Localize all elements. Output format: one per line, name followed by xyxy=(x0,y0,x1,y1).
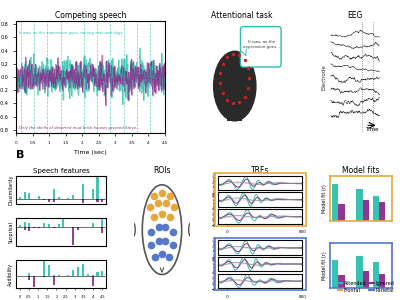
Bar xyxy=(228,105,242,121)
Ellipse shape xyxy=(214,51,256,121)
Bar xyxy=(62,219,64,227)
Bar xyxy=(33,227,35,228)
Y-axis label: Model fit (r): Model fit (r) xyxy=(322,184,327,213)
Bar xyxy=(43,199,45,200)
Y-axis label: Model fit (r): Model fit (r) xyxy=(322,251,327,280)
Text: It was, as the expression goes, raining cats and dogs.: It was, as the expression goes, raining … xyxy=(19,32,124,35)
Bar xyxy=(82,184,84,199)
Bar xyxy=(28,276,30,280)
Bar xyxy=(72,271,74,276)
Bar xyxy=(48,224,50,227)
Bar xyxy=(379,274,385,288)
Bar xyxy=(28,193,30,199)
X-axis label: Time (sec): Time (sec) xyxy=(74,150,107,155)
Bar xyxy=(53,274,55,276)
Bar xyxy=(48,199,50,202)
Bar xyxy=(96,177,98,199)
Title: EEG: EEG xyxy=(347,11,362,20)
Bar xyxy=(363,200,369,221)
Bar xyxy=(38,196,40,199)
Bar xyxy=(53,189,55,199)
Bar xyxy=(96,199,98,202)
Bar xyxy=(96,272,98,276)
Bar xyxy=(332,260,338,288)
Title: Attentional task: Attentional task xyxy=(210,11,272,20)
Legend: Attended, Frontal, Ignored, Parietal: Attended, Frontal, Ignored, Parietal xyxy=(336,279,396,295)
Bar xyxy=(101,199,103,202)
Y-axis label: Dissimilarity: Dissimilarity xyxy=(212,170,216,196)
Text: Time: Time xyxy=(365,127,379,132)
Bar xyxy=(43,276,45,277)
Text: It was, as the
expression goes...: It was, as the expression goes... xyxy=(244,40,280,49)
Bar xyxy=(356,189,362,221)
Bar xyxy=(67,275,69,276)
Bar xyxy=(338,204,344,221)
Bar xyxy=(24,222,26,227)
Bar xyxy=(92,188,94,199)
Bar xyxy=(373,196,379,221)
Bar xyxy=(72,227,74,245)
Bar xyxy=(53,276,55,285)
Title: Speech features: Speech features xyxy=(33,168,89,174)
Bar xyxy=(48,266,50,276)
Bar xyxy=(77,267,79,276)
Y-axis label: Surprisal: Surprisal xyxy=(212,255,216,273)
Title: Model fits: Model fits xyxy=(342,166,380,175)
Bar xyxy=(28,224,30,227)
Bar xyxy=(373,262,379,288)
Bar xyxy=(58,275,60,276)
Title: TRFs: TRFs xyxy=(251,166,269,175)
Bar xyxy=(101,271,103,276)
Bar xyxy=(87,274,89,276)
Bar xyxy=(19,197,21,199)
FancyBboxPatch shape xyxy=(240,27,281,67)
Y-axis label: Surprisal: Surprisal xyxy=(8,221,13,243)
Bar xyxy=(92,275,94,276)
Bar xyxy=(28,227,30,231)
Bar xyxy=(356,256,362,288)
Bar xyxy=(82,226,84,227)
Y-axis label: Audibility: Audibility xyxy=(212,207,216,226)
Bar xyxy=(43,223,45,227)
Bar xyxy=(82,264,84,276)
Bar xyxy=(82,199,84,202)
X-axis label: Time lag (ms): Time lag (ms) xyxy=(243,240,277,245)
Bar xyxy=(363,271,369,288)
Text: Only the shells of deserted mud brick houses greeted Steve...: Only the shells of deserted mud brick ho… xyxy=(19,126,140,130)
Bar xyxy=(77,227,79,230)
Bar xyxy=(58,224,60,227)
Bar xyxy=(43,261,45,276)
Title: ROIs: ROIs xyxy=(153,166,171,175)
Bar xyxy=(28,273,30,276)
Text: B: B xyxy=(16,149,24,160)
Bar xyxy=(58,197,60,199)
Bar xyxy=(92,223,94,227)
Y-axis label: Surprisal: Surprisal xyxy=(212,190,216,209)
Bar xyxy=(379,202,385,221)
Bar xyxy=(338,274,344,288)
Bar xyxy=(53,199,55,202)
Bar xyxy=(67,198,69,199)
Bar xyxy=(53,227,55,229)
Bar xyxy=(92,276,94,286)
Bar xyxy=(38,227,40,228)
Bar xyxy=(101,219,103,227)
Y-axis label: Audibility: Audibility xyxy=(8,262,13,286)
Title: Competing speech: Competing speech xyxy=(55,11,126,20)
Bar xyxy=(72,195,74,199)
Bar xyxy=(33,276,35,287)
Bar xyxy=(101,227,103,233)
Bar xyxy=(24,192,26,199)
Bar xyxy=(19,225,21,227)
Y-axis label: Audibility: Audibility xyxy=(212,271,216,290)
Y-axis label: Dissimilarity: Dissimilarity xyxy=(212,235,216,260)
Y-axis label: Dissimilarity: Dissimilarity xyxy=(8,175,13,205)
Bar xyxy=(24,227,26,230)
Text: Electrode: Electrode xyxy=(322,64,327,90)
Bar xyxy=(332,184,338,221)
